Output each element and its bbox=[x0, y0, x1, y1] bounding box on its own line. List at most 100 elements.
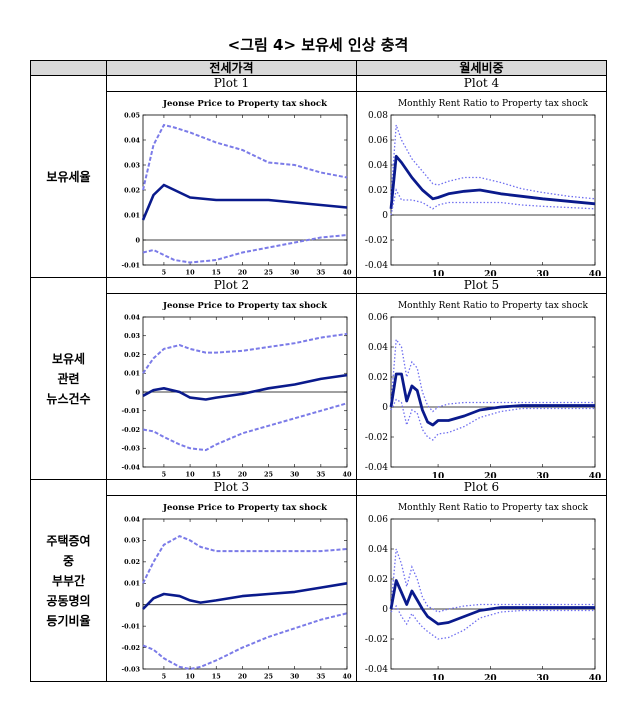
chart-cell: Jeonse Price to Property tax shock -0.01 0… bbox=[106, 91, 357, 278]
x-tick-label: 40 bbox=[342, 471, 352, 479]
series-lower-band-line bbox=[390, 604, 595, 640]
y-tick-label: -0.04 bbox=[365, 463, 388, 473]
series-median-line bbox=[142, 373, 348, 401]
x-tick-label: 20 bbox=[484, 674, 497, 680]
y-tick-label: 0.08 bbox=[368, 111, 388, 121]
x-tick-label: 5 bbox=[162, 269, 167, 277]
figure-table: 전세가격 월세비중 보유세율 Plot 1 Plot 4 Jeonse Pric… bbox=[30, 60, 607, 682]
x-tick-label: 30 bbox=[536, 270, 549, 276]
y-tick-label: -0.04 bbox=[121, 463, 140, 471]
x-tick-label: 10 bbox=[186, 471, 196, 479]
y-tick-label: 0 bbox=[135, 388, 140, 396]
row-label-line: 공동명의 bbox=[46, 593, 91, 608]
x-tick-label: 30 bbox=[536, 674, 549, 680]
row-label-line: 등기비율 bbox=[46, 613, 91, 628]
y-tick-label: 0.02 bbox=[124, 186, 140, 194]
figure-title: <그림 4> 보유세 인상 충격 bbox=[227, 36, 409, 54]
row-label-line: 관련 bbox=[57, 371, 80, 386]
series-upper-band-line bbox=[142, 332, 348, 374]
y-tick-label: 0.02 bbox=[124, 351, 140, 359]
y-tick-label: 0.04 bbox=[124, 313, 140, 321]
series-upper-band-line bbox=[142, 534, 348, 584]
x-tick-label: 40 bbox=[589, 270, 602, 276]
row-label-line: 중 bbox=[62, 553, 75, 568]
y-tick-label: 0.03 bbox=[124, 537, 140, 545]
row-label-line: 부부간 bbox=[51, 573, 86, 588]
x-tick-label: 20 bbox=[238, 471, 248, 479]
plot-label: Plot 3 bbox=[106, 479, 357, 496]
y-tick-label: 0 bbox=[382, 403, 388, 413]
chart-plot5: Monthly Rent Ratio to Property tax shock… bbox=[365, 301, 602, 478]
chart-cell: Jeonse Price to Property tax shock -0.04 -… bbox=[106, 293, 357, 480]
chart-cell: Jeonse Price to Property tax shock -0.03 -… bbox=[106, 495, 357, 682]
plot-frame bbox=[390, 316, 596, 468]
x-tick-label: 15 bbox=[212, 673, 222, 681]
row-label-line: 주택증여 bbox=[46, 533, 91, 548]
plot-label: Plot 2 bbox=[106, 277, 357, 294]
series-upper-band-line bbox=[142, 123, 348, 191]
y-tick-label: -0.03 bbox=[121, 445, 140, 453]
x-tick-label: 35 bbox=[316, 673, 326, 681]
y-tick-label: -0.02 bbox=[365, 236, 388, 246]
y-tick-label: 0.03 bbox=[124, 161, 140, 169]
series-median-line bbox=[141, 183, 348, 221]
y-tick-label: 0.06 bbox=[368, 136, 388, 146]
x-tick-label: 30 bbox=[536, 472, 549, 478]
chart-plot3: Jeonse Price to Property tax shock -0.03 -… bbox=[121, 503, 352, 681]
y-tick-label: 0.06 bbox=[368, 515, 388, 525]
chart-title: Jeonse Price to Property tax shock bbox=[162, 99, 328, 109]
y-tick-label: 0 bbox=[135, 236, 140, 244]
y-tick-label: 0.02 bbox=[368, 373, 388, 383]
y-tick-label: 0.06 bbox=[368, 313, 388, 323]
plot-label: Plot 4 bbox=[356, 75, 607, 92]
chart-title: Jeonse Price to Property tax shock bbox=[162, 503, 328, 513]
y-tick-label: 0.04 bbox=[368, 343, 388, 353]
y-tick-label: 0 bbox=[382, 605, 388, 615]
x-tick-label: 5 bbox=[162, 471, 167, 479]
x-tick-label: 40 bbox=[342, 673, 352, 681]
x-tick-label: 15 bbox=[212, 471, 222, 479]
x-tick-label: 30 bbox=[290, 269, 300, 277]
y-tick-label: -0.04 bbox=[365, 665, 388, 675]
x-tick-label: 40 bbox=[589, 674, 602, 680]
series-upper-band-line bbox=[390, 337, 595, 413]
y-tick-label: -0.02 bbox=[365, 635, 388, 645]
row-label-1: 보유세율 bbox=[30, 75, 107, 278]
x-tick-label: 35 bbox=[316, 471, 326, 479]
x-tick-label: 20 bbox=[484, 472, 497, 478]
plot-label: Plot 1 bbox=[106, 75, 357, 92]
chart-cell: Monthly Rent Ratio to Property tax shock… bbox=[356, 293, 607, 480]
x-tick-label: 40 bbox=[589, 472, 602, 478]
y-tick-label: 0.01 bbox=[124, 211, 140, 219]
y-tick-label: 0.04 bbox=[124, 515, 140, 523]
chart-title: Monthly Rent Ratio to Property tax shock bbox=[398, 503, 589, 513]
plot-label: Plot 5 bbox=[356, 277, 607, 294]
row-label-line: 보유세 bbox=[51, 351, 86, 366]
column-header-rent: 월세비중 bbox=[356, 60, 607, 76]
row-label-line: 뉴스건수 bbox=[46, 391, 91, 406]
y-tick-label: 0.04 bbox=[124, 136, 140, 144]
column-header-jeonse: 전세가격 bbox=[106, 60, 357, 76]
x-tick-label: 10 bbox=[432, 472, 445, 478]
plot-label: Plot 6 bbox=[356, 479, 607, 496]
x-tick-label: 10 bbox=[432, 674, 445, 680]
x-tick-label: 25 bbox=[264, 269, 274, 277]
chart-title: Monthly Rent Ratio to Property tax shock bbox=[398, 99, 589, 109]
series-median-line bbox=[389, 579, 595, 626]
x-tick-label: 30 bbox=[290, 673, 300, 681]
y-tick-label: 0.02 bbox=[124, 558, 140, 566]
y-tick-label: 0 bbox=[135, 601, 140, 609]
y-tick-label: -0.02 bbox=[121, 644, 140, 652]
y-tick-label: 0.05 bbox=[124, 111, 140, 119]
x-tick-label: 5 bbox=[162, 673, 167, 681]
chart-plot1: Jeonse Price to Property tax shock -0.01 0… bbox=[121, 99, 352, 277]
series-upper-band-line bbox=[390, 124, 596, 200]
x-tick-label: 25 bbox=[264, 471, 274, 479]
series-median-line bbox=[389, 154, 596, 209]
y-tick-label: -0.01 bbox=[121, 261, 140, 269]
y-tick-label: 0.01 bbox=[124, 370, 140, 378]
series-lower-band-line bbox=[390, 398, 595, 441]
x-tick-label: 10 bbox=[186, 673, 196, 681]
y-tick-label: 0.04 bbox=[368, 161, 388, 171]
y-tick-label: -0.02 bbox=[365, 433, 388, 443]
